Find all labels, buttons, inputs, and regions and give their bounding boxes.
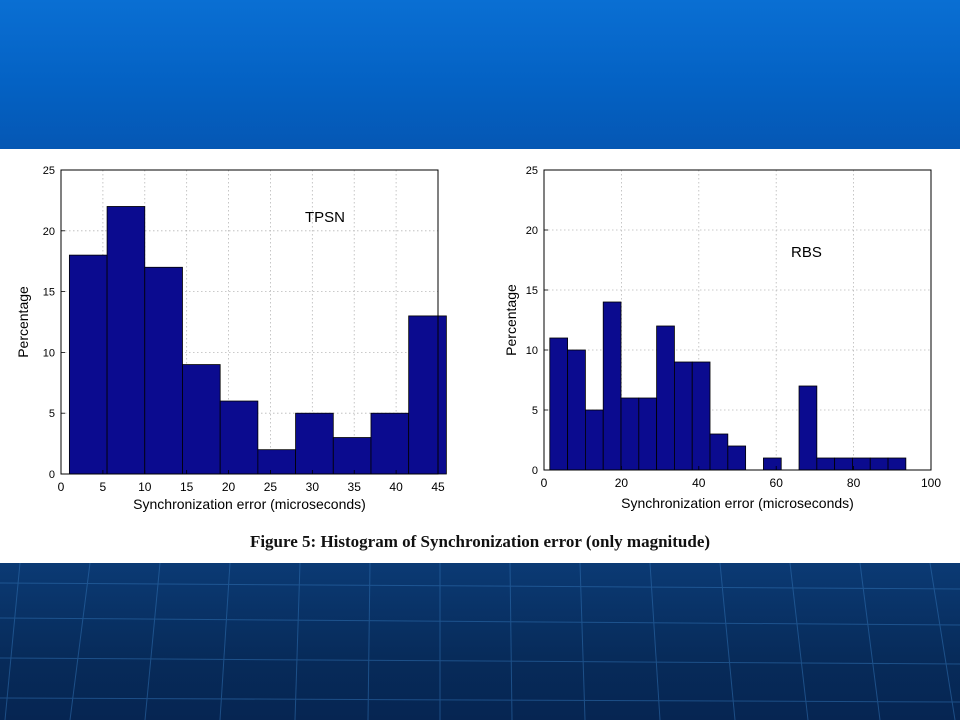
histogram-bar-14 <box>816 457 836 471</box>
x-axis-label: Synchronization error (microseconds) <box>133 496 366 512</box>
histogram-bar-11 <box>727 445 747 471</box>
histogram-bar-5 <box>219 400 259 475</box>
y-tick-label: 25 <box>43 165 55 177</box>
histogram-bar-17 <box>869 457 889 471</box>
histogram-bar-5 <box>620 397 640 471</box>
y-tick-label: 25 <box>526 165 538 177</box>
slide-footer-band <box>0 563 960 720</box>
histogram-bar-4 <box>182 364 221 475</box>
series-annotation: TPSN <box>305 209 345 226</box>
y-tick-label: 15 <box>43 287 55 299</box>
y-axis-label: Percentage <box>503 284 519 356</box>
x-tick-label: 40 <box>692 476 706 490</box>
x-tick-label: 0 <box>58 480 65 494</box>
y-tick-label: 5 <box>49 408 55 420</box>
x-tick-label: 45 <box>431 480 445 494</box>
histogram-bar-15 <box>834 457 853 471</box>
figure-caption: Figure 5: Histogram of Synchronization e… <box>249 532 711 551</box>
slide-header-band <box>0 0 960 149</box>
figure-panel: 0 5 10 15 20 25 30 35 40 45 0 5 10 15 20 25 Synchronizat… <box>0 149 960 563</box>
histogram-bar-8 <box>332 437 372 475</box>
histogram-bar-6 <box>638 397 658 471</box>
histogram-bar-10 <box>709 433 729 471</box>
histogram-bar-2 <box>567 349 586 471</box>
x-tick-label: 35 <box>348 480 362 494</box>
x-tick-label: 20 <box>615 476 629 490</box>
y-tick-label: 20 <box>43 226 55 238</box>
histogram-bar-18 <box>887 457 907 471</box>
x-tick-label: 25 <box>264 480 278 494</box>
histogram-bar-16 <box>852 457 871 471</box>
histogram-bar-9 <box>691 361 711 471</box>
x-tick-label: 40 <box>389 480 403 494</box>
series-annotation: RBS <box>791 244 822 261</box>
histogram-bar-1 <box>549 337 569 471</box>
histogram-figure: 0 5 10 15 20 25 30 35 40 45 0 5 10 15 20 25 Synchronizat… <box>15 165 941 512</box>
plot-frame <box>60 169 439 475</box>
y-tick-label: 0 <box>49 469 55 481</box>
histogram-bar-3 <box>585 409 604 471</box>
x-tick-label: 0 <box>541 476 548 490</box>
histogram-2: 0 20 40 60 80 100 0 5 10 15 20 25 Synchronization er… <box>503 165 941 511</box>
histogram-bar-2 <box>106 206 146 475</box>
histogram-bar-3 <box>144 266 183 475</box>
plot-frame <box>543 169 932 471</box>
histogram-bar-6 <box>257 449 296 475</box>
y-axis-label: Percentage <box>15 286 31 358</box>
x-tick-label: 20 <box>222 480 236 494</box>
y-tick-label: 10 <box>526 345 538 357</box>
x-tick-label: 15 <box>180 480 194 494</box>
x-tick-label: 10 <box>138 480 152 494</box>
histogram-bar-7 <box>295 412 334 475</box>
histogram-bar-4 <box>602 301 622 471</box>
y-tick-label: 10 <box>43 347 55 359</box>
x-tick-label: 100 <box>921 476 941 490</box>
x-axis-label: Synchronization error (microseconds) <box>621 495 854 511</box>
footer-grid-pattern <box>0 563 960 720</box>
y-tick-label: 20 <box>526 225 538 237</box>
histogram-bar-10 <box>408 315 447 475</box>
x-tick-label: 60 <box>770 476 784 490</box>
x-tick-label: 30 <box>306 480 320 494</box>
histogram-bar-12 <box>763 457 782 471</box>
y-tick-label: 0 <box>532 465 538 477</box>
histogram-bar-7 <box>656 325 675 471</box>
histogram-bar-9 <box>370 412 410 475</box>
x-tick-label: 5 <box>100 480 107 494</box>
x-tick-label: 80 <box>847 476 861 490</box>
histogram-bar-13 <box>798 385 818 471</box>
histogram-1: 0 5 10 15 20 25 30 35 40 45 0 5 10 15 20 25 Synchronizat… <box>15 165 447 512</box>
y-tick-label: 5 <box>532 405 538 417</box>
histogram-bar-8 <box>674 361 693 471</box>
histogram-bar-1 <box>68 254 108 475</box>
y-tick-label: 15 <box>526 285 538 297</box>
